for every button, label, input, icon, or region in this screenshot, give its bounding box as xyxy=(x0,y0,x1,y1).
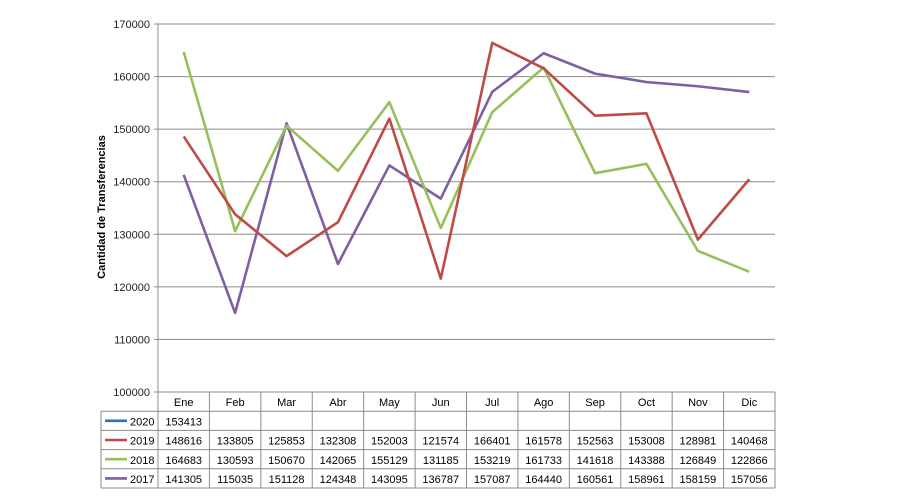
legend-label: 2019 xyxy=(130,436,154,448)
data-label: 141305 xyxy=(165,474,202,486)
data-label: 166401 xyxy=(474,436,511,448)
data-label: 140468 xyxy=(731,436,768,448)
data-label: 158159 xyxy=(680,474,717,486)
data-label: 131185 xyxy=(423,455,459,467)
y-axis-ticks: 100000 110000 120000 130000 140000 150000 1600… xyxy=(113,19,150,399)
x-tick-label: May xyxy=(379,397,400,409)
data-label: 136787 xyxy=(422,474,459,486)
data-label: 122866 xyxy=(731,455,768,467)
x-tick-label: Dic xyxy=(741,397,757,409)
legend-label: 2018 xyxy=(130,455,154,467)
data-label: 158961 xyxy=(628,474,665,486)
data-label: 130593 xyxy=(217,455,254,467)
data-label: 115035 xyxy=(217,474,253,486)
x-tick-label: Nov xyxy=(688,397,708,409)
data-label: 141618 xyxy=(577,455,614,467)
x-tick-label: Ago xyxy=(534,397,554,409)
data-label: 150670 xyxy=(268,455,305,467)
data-label: 151128 xyxy=(269,474,305,486)
data-label: 160561 xyxy=(577,474,614,486)
x-tick-label: Jun xyxy=(432,397,450,409)
data-label: 132308 xyxy=(320,436,357,448)
legend-label: 2017 xyxy=(130,474,154,486)
series-line-2018 xyxy=(182,51,750,273)
y-tick-label: 170000 xyxy=(113,19,150,31)
data-label: 121574 xyxy=(422,436,459,448)
data-label: 148616 xyxy=(165,436,202,448)
data-label: 155129 xyxy=(371,455,408,467)
y-tick-label: 140000 xyxy=(113,177,150,189)
data-label: 133805 xyxy=(217,436,254,448)
data-label: 126849 xyxy=(680,455,717,467)
data-label: 152003 xyxy=(371,436,408,448)
data-label: 143095 xyxy=(371,474,408,486)
data-label: 124348 xyxy=(320,474,357,486)
data-label: 157087 xyxy=(474,474,511,486)
y-tick-label: 130000 xyxy=(113,229,150,241)
y-tick-label: 120000 xyxy=(113,282,150,294)
series-line-2019 xyxy=(182,41,751,280)
data-label: 153219 xyxy=(474,455,511,467)
data-label: 164440 xyxy=(525,474,562,486)
data-label: 153008 xyxy=(628,436,665,448)
data-label: 161733 xyxy=(525,455,562,467)
x-tick-label: Sep xyxy=(585,397,605,409)
y-tick-label: 150000 xyxy=(113,124,150,136)
y-tick-label: 160000 xyxy=(113,72,150,84)
legend-label: 2020 xyxy=(130,416,154,428)
series-lines xyxy=(182,41,751,315)
y-tick-label: 110000 xyxy=(114,334,150,346)
data-label: 161578 xyxy=(525,436,562,448)
data-label: 157056 xyxy=(731,474,768,486)
x-tick-label: Jul xyxy=(485,397,499,409)
data-label: 128981 xyxy=(680,436,717,448)
x-tick-label: Ene xyxy=(174,397,194,409)
data-label: 164683 xyxy=(165,455,202,467)
data-table: Ene Feb Mar Abr May Jun Jul Ago Sep Oct Nov Dic 2020… xyxy=(100,391,776,489)
data-label: 143388 xyxy=(628,455,665,467)
x-tick-label: Mar xyxy=(277,397,296,409)
y-axis-title: Cantidad de Transferencias xyxy=(96,135,108,279)
data-label: 125853 xyxy=(268,436,305,448)
x-tick-label: Oct xyxy=(638,397,655,409)
x-tick-label: Feb xyxy=(226,397,245,409)
data-label: 152563 xyxy=(577,436,614,448)
x-tick-label: Abr xyxy=(329,397,346,409)
y-tick-label: 100000 xyxy=(113,387,150,399)
data-label: 153413 xyxy=(165,416,202,428)
series-line-2017 xyxy=(182,51,750,315)
data-label: 142065 xyxy=(320,455,357,467)
